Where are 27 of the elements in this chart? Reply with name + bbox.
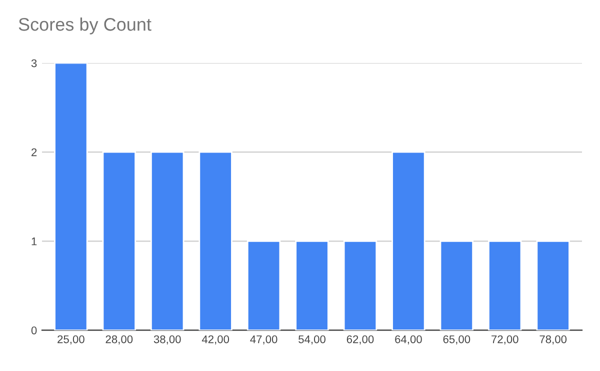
x-tick-label: 25,00 <box>58 335 84 345</box>
bar <box>343 240 378 330</box>
bar <box>536 240 570 330</box>
bar <box>295 240 329 330</box>
bar <box>488 240 522 330</box>
x-tick-label: 65,00 <box>443 335 470 345</box>
x-tick-label: 72,00 <box>492 335 518 345</box>
x-tick-label: 64,00 <box>395 335 422 345</box>
bar <box>198 151 232 330</box>
x-tick-label: 78,00 <box>540 335 567 345</box>
x-tick-label: 38,00 <box>154 335 181 345</box>
bar <box>150 151 184 330</box>
y-tick-label: 2 <box>32 148 37 156</box>
x-tick-label: 62,00 <box>346 335 374 345</box>
bar <box>246 240 281 330</box>
x-tick-label: 54,00 <box>298 335 326 345</box>
bar <box>440 240 474 330</box>
x-tick-label: 47,00 <box>250 335 278 345</box>
bar <box>392 151 426 330</box>
chart-title: Scores by Count <box>18 18 152 34</box>
bar <box>102 151 136 330</box>
y-tick-label: 0 <box>31 326 37 334</box>
x-tick-label: 28,00 <box>106 335 133 345</box>
y-tick-label: 3 <box>31 59 37 68</box>
x-tick-label: 42,00 <box>202 335 230 345</box>
bar <box>54 63 88 330</box>
y-tick-label: 1 <box>32 238 37 246</box>
